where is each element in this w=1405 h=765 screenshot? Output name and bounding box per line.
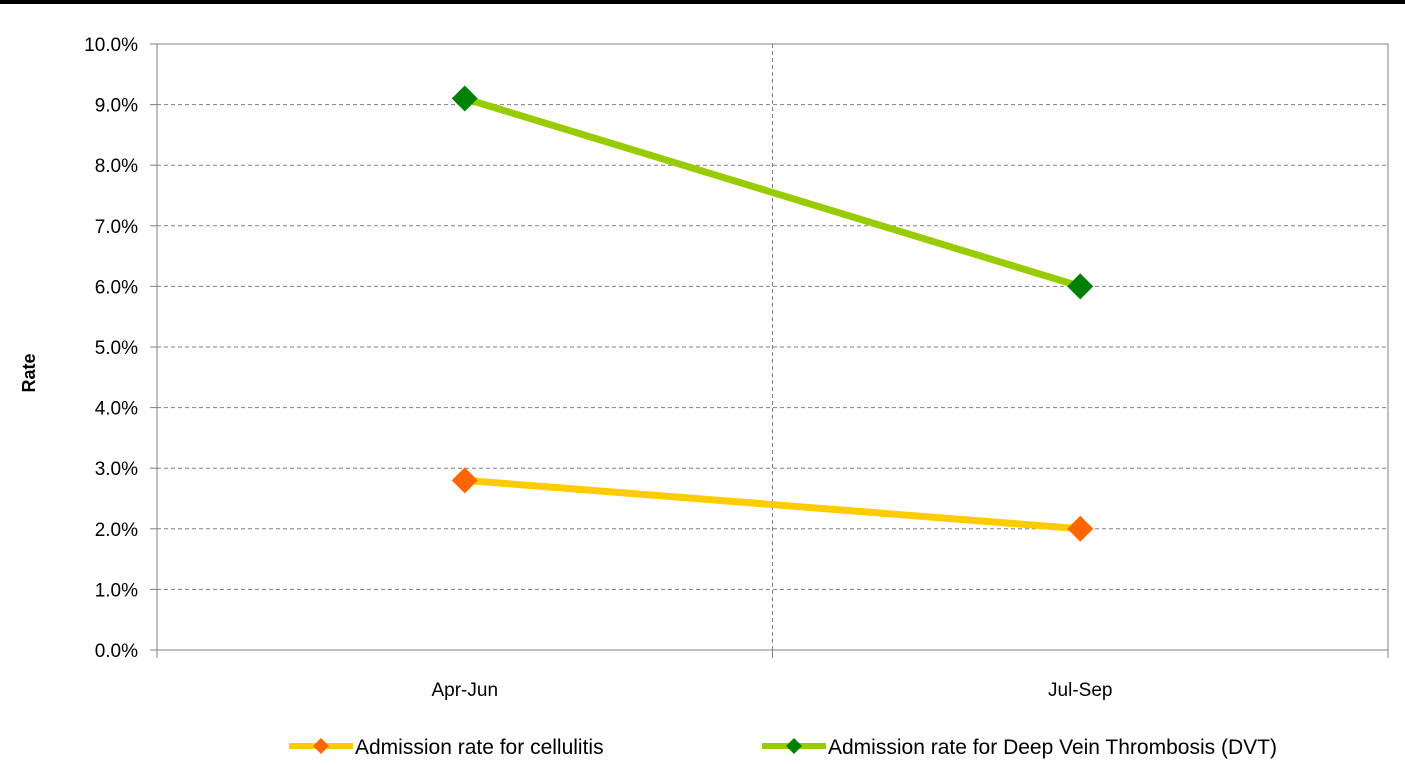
y-tick-label: 2.0% [95,520,138,541]
y-tick-label: 8.0% [95,156,138,177]
legend-marker-swatch [313,738,329,754]
x-axis-ticks: Apr-Jun Jul-Sep [156,650,1389,701]
y-tick-label: 0.0% [95,641,138,662]
x-tick-label: Apr-Jun [431,680,498,701]
legend-marker-swatch [786,738,802,754]
legend-label: Admission rate for cellulitis [355,736,604,759]
gridlines [157,44,1388,650]
series-line [464,476,1081,533]
y-axis-ticks: 0.0% 1.0% 2.0% 3.0% 4.0% 5.0% 6.0% 7.0% 8.0% 9.0%… [84,35,157,662]
top-border-rule [0,0,1405,4]
legend: Admission rate for cellulitis Admission r… [289,736,1277,759]
series-1 [451,467,1094,542]
data-point-marker [451,467,478,494]
series-layer [451,85,1094,542]
y-axis-title: Rate [19,353,39,392]
y-tick-label: 9.0% [95,96,138,117]
legend-item: Admission rate for cellulitis [289,736,604,759]
x-tick-label: Jul-Sep [1048,680,1112,701]
y-tick-label: 4.0% [95,399,138,420]
y-tick-label: 7.0% [95,217,138,238]
legend-item: Admission rate for Deep Vein Thrombosis … [762,736,1277,759]
data-point-marker [451,85,478,112]
legend-label: Admission rate for Deep Vein Thrombosis … [828,736,1277,759]
y-tick-label: 10.0% [84,35,138,56]
series-line [463,95,1082,290]
y-tick-label: 6.0% [95,277,138,298]
data-point-marker [1067,273,1094,300]
series-2 [451,85,1094,300]
y-tick-label: 5.0% [95,338,138,359]
data-point-marker [1067,515,1094,542]
y-tick-label: 3.0% [95,459,138,480]
y-tick-label: 1.0% [95,580,138,601]
